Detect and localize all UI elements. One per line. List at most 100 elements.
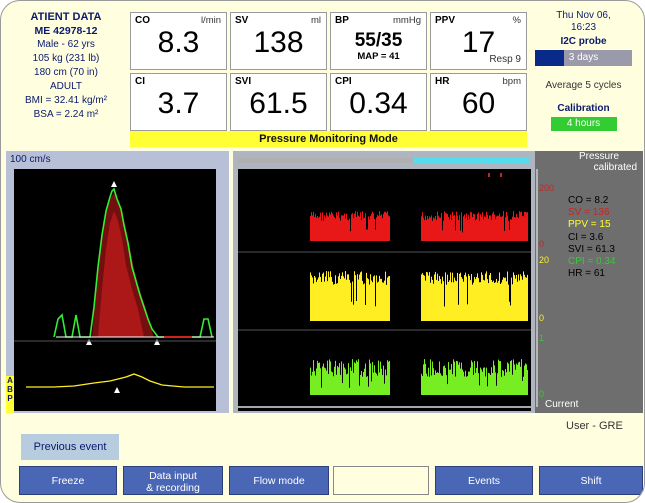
blank-softkey[interactable] bbox=[333, 466, 429, 495]
tile-cpi[interactable]: CPI 0.34 bbox=[330, 73, 427, 131]
trend-bar bbox=[504, 375, 505, 395]
trend-bar bbox=[496, 216, 497, 241]
pressure-calibrated-label: Pressure calibrated bbox=[561, 151, 637, 173]
trend-bar bbox=[515, 278, 516, 321]
trend-bar bbox=[443, 220, 444, 241]
trend-bar bbox=[447, 214, 448, 241]
trend-bar bbox=[319, 272, 320, 321]
tile-label: PPV bbox=[435, 15, 456, 26]
tile-label: CI bbox=[135, 76, 145, 87]
trend-bar bbox=[519, 361, 520, 395]
trend-bar bbox=[493, 360, 494, 395]
trend-bar bbox=[323, 363, 324, 395]
trend-bar bbox=[338, 367, 339, 395]
trend-bar bbox=[321, 387, 322, 395]
trend-bar bbox=[354, 362, 355, 395]
tile-value: 8.3 bbox=[157, 26, 200, 59]
trend-bar bbox=[312, 371, 313, 395]
trend-bar bbox=[511, 360, 512, 395]
trend-bar bbox=[351, 214, 352, 241]
trend-bar bbox=[472, 362, 473, 395]
trend-bar bbox=[448, 362, 449, 395]
trend-bar bbox=[475, 279, 476, 321]
trend-bar bbox=[503, 370, 504, 395]
trend-bar bbox=[355, 363, 356, 395]
events-button[interactable]: Events bbox=[435, 466, 533, 495]
flow-mode-button[interactable]: Flow mode bbox=[229, 466, 329, 495]
patient-id: ME 42978-12 bbox=[34, 25, 98, 37]
trend-bar bbox=[507, 271, 508, 321]
trend-graph bbox=[238, 169, 531, 411]
trend-bar bbox=[464, 214, 465, 241]
data-input-recording-button[interactable]: Data input & recording bbox=[123, 466, 223, 495]
trend-bar bbox=[514, 217, 515, 241]
abp-trace bbox=[26, 373, 214, 388]
previous-event-button[interactable]: Previous event bbox=[21, 434, 119, 460]
trend-bar bbox=[342, 215, 343, 241]
trend-bar bbox=[444, 211, 445, 241]
trend-bar bbox=[382, 282, 383, 321]
trend-bar bbox=[343, 363, 344, 395]
trend-bar bbox=[481, 272, 482, 321]
trend-bar bbox=[314, 276, 315, 321]
trend-bar bbox=[524, 211, 525, 241]
trend-bar bbox=[469, 371, 470, 395]
trend-bar bbox=[358, 279, 359, 321]
trend-bar bbox=[359, 385, 360, 395]
trend-bar bbox=[318, 363, 319, 395]
trend-bar bbox=[334, 284, 335, 321]
tile-svi[interactable]: SVI 61.5 bbox=[230, 73, 327, 131]
scale-label-cpi-max: 1 bbox=[539, 333, 544, 343]
trend-bar bbox=[374, 365, 375, 395]
trend-bar bbox=[457, 361, 458, 395]
trend-bar bbox=[383, 213, 384, 241]
trend-bar bbox=[471, 274, 472, 321]
trend-bar bbox=[364, 283, 365, 321]
status-panel: Thu Nov 06, 16:23 I2C probe 3 days Avera… bbox=[531, 10, 636, 131]
tile-ppv[interactable]: PPV % 17 Resp 9 bbox=[430, 12, 527, 70]
trend-bar bbox=[314, 371, 315, 395]
trend-bar bbox=[441, 283, 442, 321]
probe-days-bar: 3 days bbox=[535, 50, 632, 66]
tile-sv[interactable]: SV ml 138 bbox=[230, 12, 327, 70]
trend-bar bbox=[497, 373, 498, 395]
tile-value: 3.7 bbox=[157, 87, 200, 120]
trend-bar bbox=[341, 361, 342, 395]
tile-bp[interactable]: BP mmHg 55/35 MAP = 41 bbox=[330, 12, 427, 70]
trend-bar bbox=[451, 219, 452, 241]
button-label-line2: & recording bbox=[146, 482, 200, 494]
trend-bar bbox=[505, 217, 506, 241]
trend-bar bbox=[425, 215, 426, 241]
trend-bar bbox=[332, 372, 333, 395]
trend-bar bbox=[461, 277, 462, 321]
trend-bar bbox=[389, 216, 390, 241]
current-values-list: CO = 8.2 SV = 136 PPV = 15 CI = 3.6 SVI … bbox=[568, 195, 616, 280]
trend-bar bbox=[499, 213, 500, 241]
trend-bar bbox=[386, 375, 387, 395]
trend-bar bbox=[490, 272, 491, 321]
trend-bar bbox=[322, 273, 323, 321]
trend-bar bbox=[504, 277, 505, 321]
trend-bar bbox=[484, 280, 485, 321]
trend-bar bbox=[477, 273, 478, 321]
trend-bar bbox=[488, 372, 489, 395]
trend-bar bbox=[467, 376, 468, 395]
tile-label: BP bbox=[335, 15, 349, 26]
tile-co[interactable]: CO l/min 8.3 bbox=[130, 12, 227, 70]
trend-bar bbox=[460, 230, 461, 241]
trend-bar bbox=[385, 211, 386, 241]
trend-bar bbox=[430, 282, 431, 321]
tile-label: CO bbox=[135, 15, 150, 26]
average-cycles: Average 5 cycles bbox=[545, 80, 622, 91]
trend-bar bbox=[346, 213, 347, 241]
shift-button[interactable]: Shift bbox=[539, 466, 643, 495]
trend-bar bbox=[436, 219, 437, 241]
abp-marker bbox=[114, 387, 120, 393]
tile-ci[interactable]: CI 3.7 bbox=[130, 73, 227, 131]
trend-bar bbox=[342, 383, 343, 395]
trend-bar bbox=[365, 363, 366, 395]
tile-hr[interactable]: HR bpm 60 bbox=[430, 73, 527, 131]
abp-letter: P bbox=[7, 394, 13, 403]
freeze-button[interactable]: Freeze bbox=[19, 466, 117, 495]
